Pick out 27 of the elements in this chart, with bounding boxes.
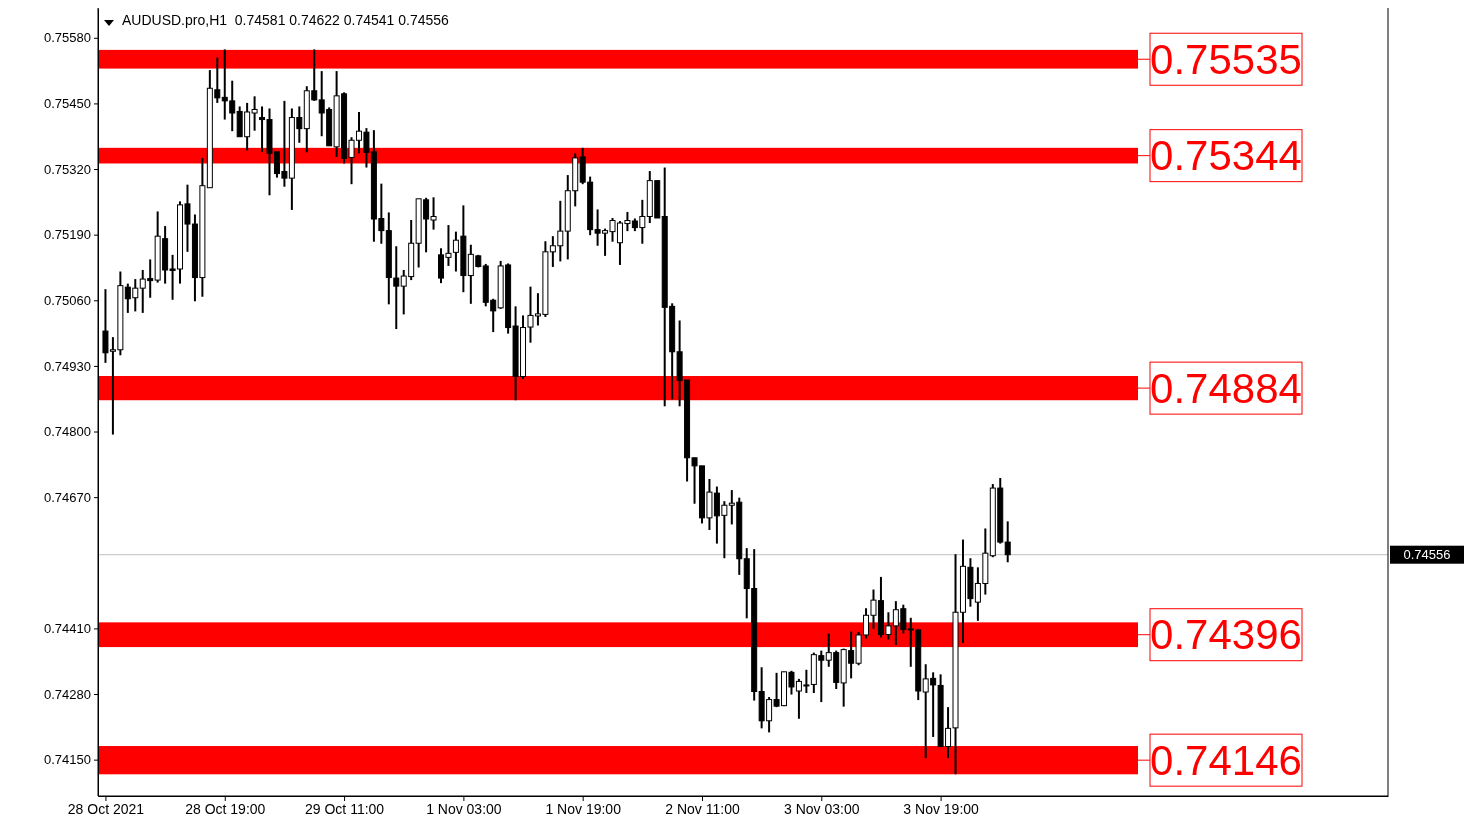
x-tick-label: 3 Nov 19:00 [903,800,980,817]
ref-line-label: 0.74556 [1403,547,1451,563]
x-tick-label: 28 Oct 2021 [67,800,145,817]
y-tick-label: 0.74800 [44,424,91,440]
x-tick-label: 29 Oct 11:00 [305,800,385,817]
y-tick-label: 0.74280 [44,686,91,702]
y-tick-label: 0.75190 [44,227,91,243]
band-label: 0.75535 [1150,35,1302,83]
chart-title: AUDUSD.pro,H1 0.74581 0.74622 0.74541 0.74556 [122,12,450,28]
y-tick-label: 0.74150 [44,752,91,768]
y-tick-label: 0.74410 [44,621,91,637]
y-tick-label: 0.75580 [44,30,91,46]
candlestick [1004,520,1011,564]
band-label: 0.75344 [1150,132,1302,180]
x-tick-label: 2 Nov 11:00 [665,800,740,817]
band-label: 0.74146 [1150,736,1302,784]
x-tick-label: 1 Nov 03:00 [426,800,502,817]
band-label: 0.74884 [1150,364,1302,412]
y-tick-label: 0.75320 [44,161,91,177]
band-label: 0.74396 [1150,611,1302,659]
y-tick-label: 0.75060 [44,292,91,308]
x-tick-label: 1 Nov 19:00 [545,800,622,817]
y-tick-label: 0.74930 [44,358,91,374]
y-tick-label: 0.74670 [44,489,91,505]
x-tick-label: 28 Oct 19:00 [185,800,266,817]
y-tick-label: 0.75450 [44,96,91,112]
x-tick-label: 3 Nov 03:00 [784,800,860,817]
